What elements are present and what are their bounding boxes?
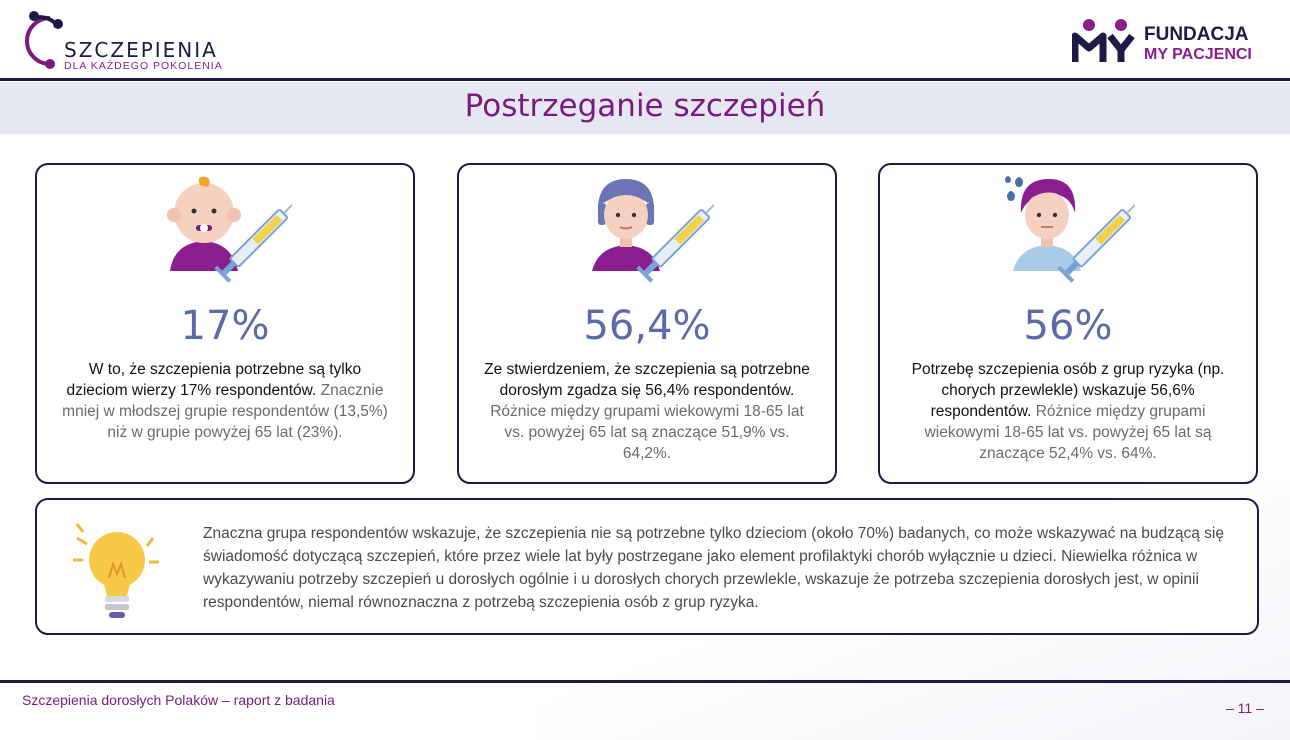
logo-name: SZCZEPIENIA: [64, 38, 218, 62]
sick-adult-with-syringe-icon: [1005, 176, 1135, 283]
header-divider: [0, 78, 1290, 81]
stat-lead-text: Ze stwierdzeniem, że szczepienia są potr…: [484, 361, 810, 399]
foundation-name-line1: FUNDACJA: [1144, 24, 1249, 45]
page-number: – 11 –: [1226, 700, 1264, 716]
stat-detail-text: Różnice między grupami wiekowymi 18-65 l…: [490, 403, 804, 462]
insight-text: Znaczna grupa respondentów wskazuje, że …: [203, 525, 1224, 611]
stat-card-adults: 56,4% Ze stwierdzeniem, że szczepienia s…: [457, 163, 837, 484]
stat-card-children: 17% W to, że szczepienia potrzebne są ty…: [35, 163, 415, 484]
header: SZCZEPIENIA DLA KAŻDEGO POKOLENIA FUNDAC…: [0, 0, 1290, 78]
baby-with-syringe-icon: [167, 176, 292, 283]
stat-description: Ze stwierdzeniem, że szczepienia są potr…: [483, 359, 811, 464]
lightbulb-icon: [73, 523, 159, 618]
logo-fundacja: FUNDACJA MY PACJENCI: [1072, 14, 1272, 68]
logo-szczepienia: SZCZEPIENIA DLA KAŻDEGO POKOLENIA: [20, 8, 280, 72]
title-bar: Postrzeganie szczepień: [0, 82, 1290, 134]
stat-description: W to, że szczepienia potrzebne są tylko …: [61, 359, 389, 443]
stat-detail-text: Różnice między grupami wiekowymi 18-65 l…: [924, 403, 1212, 462]
adult-with-syringe-icon: [592, 179, 714, 283]
footer-report-title: Szczepienia dorosłych Polaków – raport z…: [22, 692, 335, 708]
foundation-name-line2: MY PACJENCI: [1144, 46, 1252, 63]
stat-detail-text: Znacznie mniej w młodszej grupie respond…: [62, 382, 388, 441]
logo-subtitle: DLA KAŻDEGO POKOLENIA: [64, 60, 223, 72]
logo-circle-icon: [25, 11, 63, 69]
stat-percent: 17%: [180, 303, 270, 349]
stat-card-risk-groups: 56% Potrzebę szczepienia osób z grup ryz…: [878, 163, 1258, 484]
stat-description: Potrzebę szczepienia osób z grup ryzyka …: [904, 359, 1232, 464]
stat-percent: 56,4%: [583, 303, 711, 349]
stat-lead-text: W to, że szczepienia potrzebne są tylko …: [66, 361, 362, 399]
page-title: Postrzeganie szczepień: [464, 88, 826, 124]
stat-percent: 56%: [1023, 303, 1113, 349]
my-logo-icon: [1072, 19, 1135, 62]
stat-lead-text: Potrzebę szczepienia osób z grup ryzyka …: [911, 361, 1225, 420]
footer-divider: [0, 680, 1290, 683]
insight-box: Znaczna grupa respondentów wskazuje, że …: [35, 498, 1259, 635]
